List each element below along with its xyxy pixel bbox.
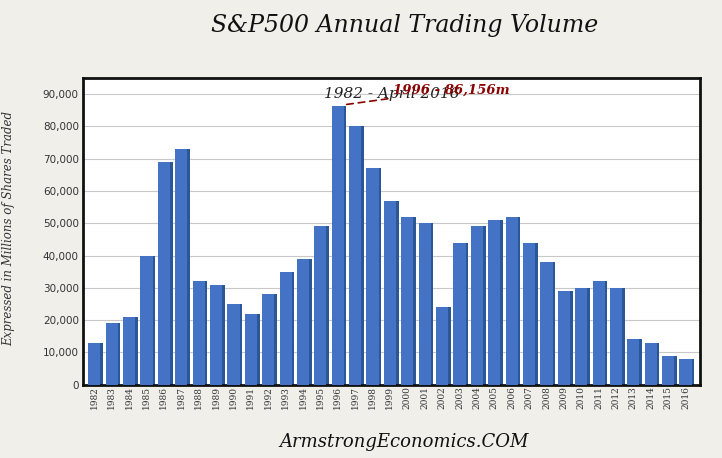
Bar xyxy=(279,272,292,385)
Polygon shape xyxy=(535,243,538,385)
Bar xyxy=(558,291,570,385)
Text: 1996 - 86,156m: 1996 - 86,156m xyxy=(347,83,510,104)
Polygon shape xyxy=(396,201,399,385)
Polygon shape xyxy=(222,284,225,385)
Bar xyxy=(419,223,431,385)
Polygon shape xyxy=(674,356,677,385)
Bar xyxy=(384,201,396,385)
Polygon shape xyxy=(622,288,625,385)
Bar xyxy=(436,307,448,385)
Polygon shape xyxy=(361,126,364,385)
Bar xyxy=(679,359,692,385)
Bar xyxy=(540,262,552,385)
Text: ArmstrongEconomics.COM: ArmstrongEconomics.COM xyxy=(279,433,529,451)
Bar xyxy=(314,226,326,385)
Bar xyxy=(262,294,274,385)
Bar xyxy=(453,243,466,385)
Bar xyxy=(331,106,344,385)
Polygon shape xyxy=(378,168,381,385)
Polygon shape xyxy=(483,226,486,385)
Polygon shape xyxy=(135,317,138,385)
Bar xyxy=(367,168,378,385)
Bar xyxy=(349,126,361,385)
Polygon shape xyxy=(518,217,521,385)
Polygon shape xyxy=(118,323,121,385)
Polygon shape xyxy=(448,307,451,385)
Bar xyxy=(175,149,188,385)
Polygon shape xyxy=(587,288,590,385)
Polygon shape xyxy=(257,314,259,385)
Polygon shape xyxy=(414,217,416,385)
Polygon shape xyxy=(205,281,207,385)
Bar xyxy=(140,256,152,385)
Bar xyxy=(627,339,640,385)
Bar xyxy=(593,281,605,385)
Bar xyxy=(505,217,518,385)
Bar xyxy=(488,220,500,385)
Polygon shape xyxy=(640,339,642,385)
Bar xyxy=(471,226,483,385)
Bar xyxy=(105,323,118,385)
Polygon shape xyxy=(552,262,555,385)
Polygon shape xyxy=(605,281,607,385)
Polygon shape xyxy=(170,162,173,385)
Bar xyxy=(575,288,587,385)
Bar xyxy=(158,162,170,385)
Bar xyxy=(401,217,414,385)
Text: 1982 - April 2016: 1982 - April 2016 xyxy=(324,87,459,101)
Polygon shape xyxy=(274,294,277,385)
Bar xyxy=(245,314,257,385)
Polygon shape xyxy=(240,304,242,385)
Polygon shape xyxy=(657,343,659,385)
Bar xyxy=(123,317,135,385)
Polygon shape xyxy=(344,106,347,385)
Text: S&P500 Annual Trading Volume: S&P500 Annual Trading Volume xyxy=(211,14,598,37)
Polygon shape xyxy=(466,243,468,385)
Bar xyxy=(210,284,222,385)
Bar xyxy=(297,259,309,385)
Bar xyxy=(610,288,622,385)
Bar xyxy=(227,304,240,385)
Polygon shape xyxy=(309,259,312,385)
Polygon shape xyxy=(152,256,155,385)
Text: Expressed in Millions of Shares Traded: Expressed in Millions of Shares Traded xyxy=(2,111,15,347)
Polygon shape xyxy=(326,226,329,385)
Bar xyxy=(88,343,100,385)
Polygon shape xyxy=(570,291,573,385)
Bar xyxy=(662,356,674,385)
Polygon shape xyxy=(292,272,295,385)
Polygon shape xyxy=(188,149,190,385)
Polygon shape xyxy=(692,359,695,385)
Bar xyxy=(645,343,657,385)
Bar xyxy=(523,243,535,385)
Polygon shape xyxy=(500,220,503,385)
Polygon shape xyxy=(431,223,433,385)
Polygon shape xyxy=(100,343,103,385)
Bar xyxy=(193,281,205,385)
